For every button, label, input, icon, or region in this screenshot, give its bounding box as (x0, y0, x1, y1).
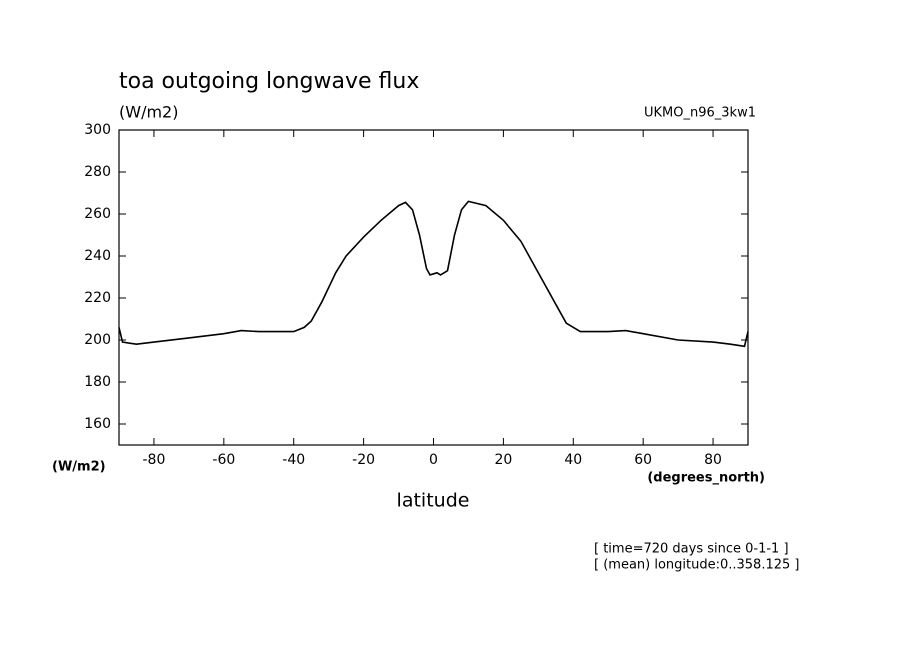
x-tick-label: -40 (282, 452, 305, 468)
y-axis-label: (W/m2) (52, 460, 106, 475)
x-axis-label: latitude (397, 490, 470, 512)
y-tick-label: 160 (84, 416, 111, 432)
data-line (118, 200, 749, 348)
chart-subtitle: (W/m2) (119, 103, 178, 122)
y-tick-label: 280 (84, 164, 111, 180)
x-tick-label: 80 (704, 452, 722, 468)
y-tick-label: 240 (84, 248, 111, 264)
y-tick-label: 180 (84, 374, 111, 390)
chart-title: toa outgoing longwave flux (119, 69, 419, 94)
model-label: UKMO_n96_3kw1 (644, 106, 756, 121)
x-tick-label: -60 (212, 452, 235, 468)
y-tick-label: 300 (84, 122, 111, 138)
y-tick-label: 260 (84, 206, 111, 222)
y-tick-label: 220 (84, 290, 111, 306)
x-tick-label: -20 (352, 452, 375, 468)
plot-frame (118, 129, 749, 446)
x-tick-label: 20 (494, 452, 512, 468)
x-tick-label: -80 (143, 452, 166, 468)
note: [ time=720 days since 0-1-1 ] (594, 542, 789, 557)
x-tick-label: 60 (634, 452, 652, 468)
x-units: (degrees_north) (647, 471, 765, 486)
x-tick-label: 0 (429, 452, 438, 468)
x-tick-label: 40 (564, 452, 582, 468)
note: [ (mean) longitude:0..358.125 ] (594, 558, 799, 573)
y-tick-label: 200 (84, 332, 111, 348)
